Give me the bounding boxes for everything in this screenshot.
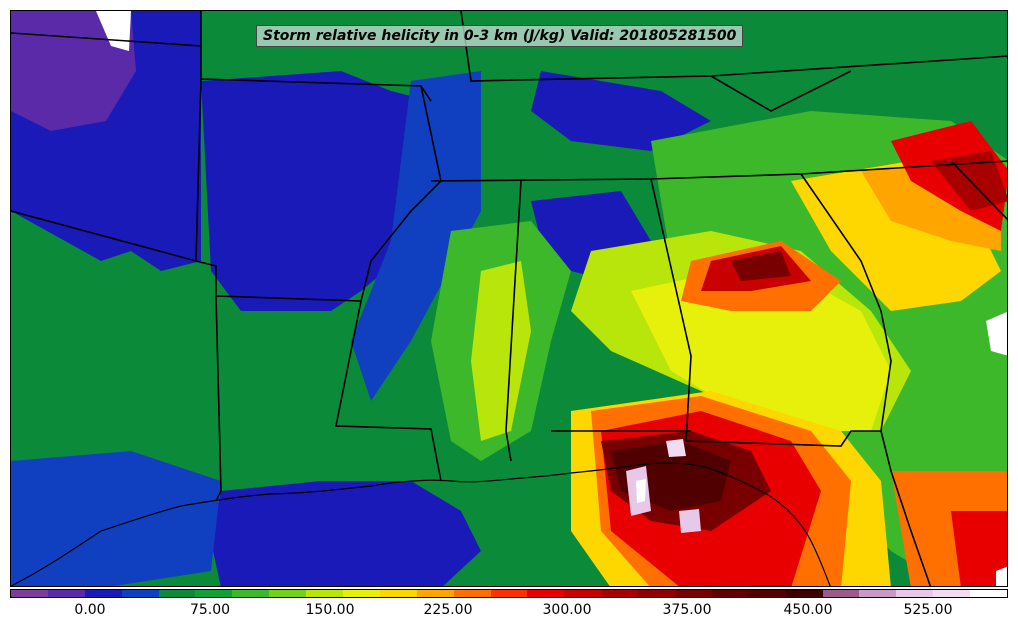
field-white-core	[636, 479, 646, 503]
colorbar-segment	[638, 590, 676, 597]
colorbar-segment	[306, 590, 344, 597]
colorbar-segment	[158, 590, 196, 597]
coastline	[11, 462, 831, 586]
map-title: Storm relative helicity in 0-3 km (J/kg)…	[256, 25, 744, 47]
field-purple-northwest	[11, 11, 136, 131]
colorbar-segment	[527, 590, 565, 597]
boundary-line-6	[335, 85, 442, 482]
boundary-line-2	[200, 11, 432, 102]
map-panel: Storm relative helicity in 0-3 km (J/kg)…	[10, 10, 1008, 587]
colorbar-segment	[121, 590, 159, 597]
boundary-line-12	[880, 430, 932, 586]
colorbar-tick-label: 450.00	[783, 602, 833, 618]
boundary-line-11	[800, 173, 892, 432]
colorbar-tick-label: 300.00	[542, 602, 592, 618]
colorbar-segment	[379, 590, 417, 597]
colorbar-tick-label: 375.00	[662, 602, 712, 618]
colorbar-segment	[564, 590, 602, 597]
colorbar-tick-label: 75.00	[189, 602, 231, 618]
boundary-line-13	[950, 160, 1007, 221]
colorbar-segment	[453, 590, 491, 597]
boundary-line-8	[505, 180, 522, 462]
colorbar-segment	[970, 590, 1008, 597]
colorbar-segment	[84, 590, 122, 597]
field-yellowgreen-alabama	[471, 261, 531, 441]
field-pink-core-2	[666, 439, 686, 457]
colorbar-segment	[490, 590, 528, 597]
colorbar-segment	[416, 590, 454, 597]
field-white-east	[986, 311, 1007, 356]
colorbar-tick-label: 150.00	[305, 602, 355, 618]
field-darkred-carolina	[931, 151, 1007, 211]
field-blue-southwest	[11, 451, 221, 586]
colorbar-tick-label: 525.00	[903, 602, 953, 618]
field-blue-gulf	[211, 481, 481, 586]
boundary-line-5	[215, 295, 222, 502]
helicity-map	[11, 11, 1007, 586]
colorbar-segment	[675, 590, 712, 597]
colorbar	[10, 589, 1008, 598]
boundary-line-1	[11, 32, 202, 47]
colorbar-segment	[711, 590, 749, 597]
boundary-line-9	[650, 178, 881, 447]
colorbar-tick-label: 0.00	[74, 602, 106, 618]
colorbar-segment	[896, 590, 934, 597]
colorbar-segment	[785, 590, 823, 597]
field-pink-core-3	[679, 509, 701, 533]
colorbar-segment	[748, 590, 786, 597]
field-darkred-georgia	[731, 251, 791, 281]
colorbar-segment	[859, 590, 897, 597]
field-blue-mississippi	[351, 71, 481, 401]
colorbar-segment	[47, 590, 85, 597]
colorbar-tick-label: 225.00	[423, 602, 473, 618]
colorbar-segment	[343, 590, 380, 597]
colorbar-segment	[11, 590, 48, 597]
boundary-line-4	[195, 260, 362, 302]
field-red-southeast	[951, 511, 1007, 586]
field-white-southeast	[996, 566, 1007, 586]
colorbar-segment	[822, 590, 860, 597]
boundary-line-7	[430, 160, 1007, 182]
colorbar-segment	[601, 590, 639, 597]
colorbar-segment	[232, 590, 270, 597]
colorbar-segment	[269, 590, 307, 597]
colorbar-segment	[195, 590, 233, 597]
field-blue-east	[531, 71, 711, 151]
state-boundaries	[11, 11, 1007, 586]
colorbar-segment	[933, 590, 971, 597]
boundary-line-15	[710, 70, 852, 112]
